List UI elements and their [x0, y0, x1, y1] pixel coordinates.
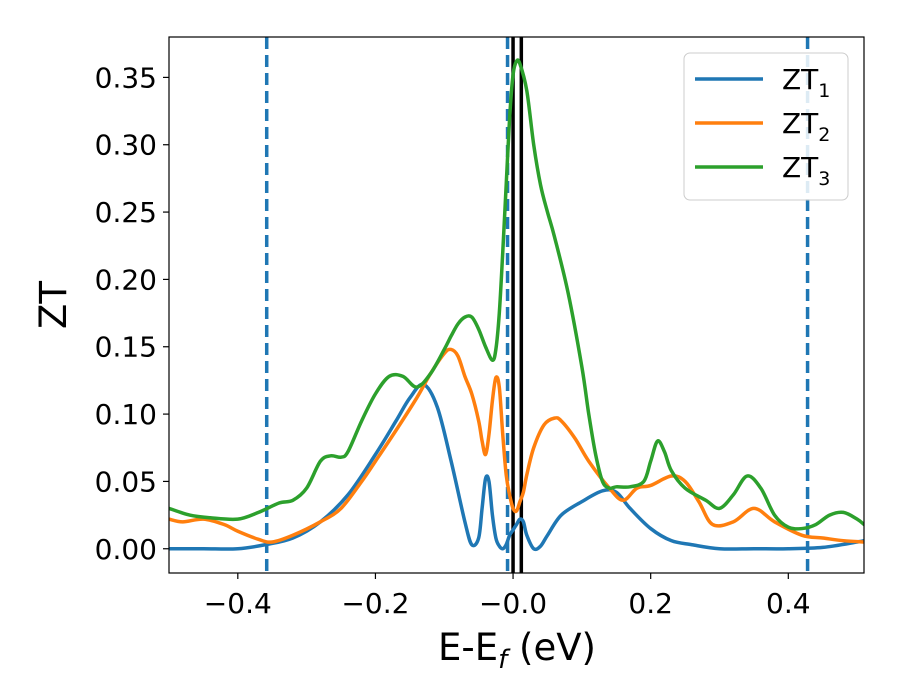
- x-tick-label: 0.2: [628, 587, 673, 620]
- y-tick-label: 0.10: [95, 398, 157, 431]
- series-group: [169, 58, 864, 552]
- y-tick-label: 0.15: [95, 331, 157, 364]
- y-tick-label: 0.25: [95, 196, 157, 229]
- plot-frame: [168, 36, 865, 574]
- series-line-zt1: [169, 382, 864, 552]
- y-tick-label: 0.35: [95, 61, 157, 94]
- legend-box: [683, 52, 849, 201]
- reference-lines: [264, 37, 810, 573]
- legend: ZT1 ZT2 ZT3: [683, 52, 849, 201]
- x-axis-label: E-Ef (eV): [438, 626, 596, 675]
- y-axis: 0.00 0.05 0.10 0.15 0.20 0.25 0.30 0.35: [95, 61, 169, 566]
- y-tick-label: 0.20: [95, 263, 157, 296]
- legend-label: ZT3: [782, 151, 830, 190]
- legend-label: ZT2: [782, 107, 830, 146]
- legend-label: ZT1: [782, 63, 830, 102]
- series-line-zt3: [169, 58, 864, 531]
- y-tick-label: 0.30: [95, 129, 157, 162]
- x-tick-label: −0.0: [479, 587, 547, 620]
- x-tick-label: −0.4: [204, 587, 272, 620]
- y-axis-label: ZT: [32, 281, 75, 329]
- series-line-zt2: [169, 347, 864, 544]
- y-tick-label: 0.00: [95, 533, 157, 566]
- x-tick-label: 0.4: [766, 587, 811, 620]
- y-tick-label: 0.05: [95, 465, 157, 498]
- x-axis: −0.4 −0.2 −0.0 0.2 0.4: [204, 573, 811, 620]
- x-tick-label: −0.2: [341, 587, 409, 620]
